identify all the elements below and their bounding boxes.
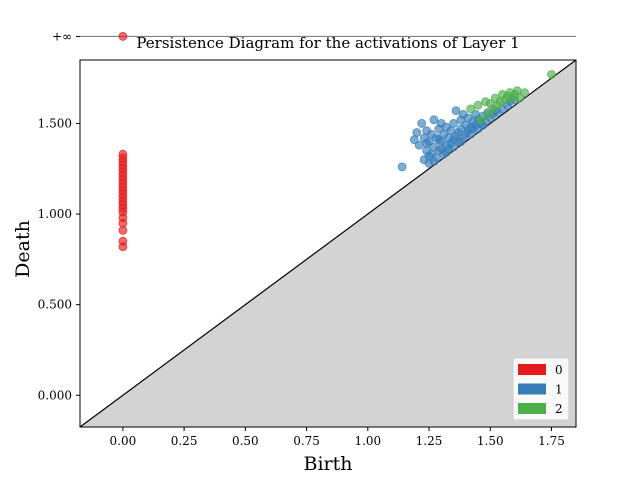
x-tick-label: 1.00 <box>354 434 381 448</box>
x-tick-label: 1.25 <box>416 434 443 448</box>
data-point <box>424 151 434 161</box>
data-point <box>512 86 522 96</box>
data-point <box>397 162 407 172</box>
data-point <box>118 242 128 252</box>
x-tick-label: 1.50 <box>477 434 504 448</box>
x-tick-label: 0.75 <box>293 434 320 448</box>
y-axis: 0.000 0.500 1.000 1.500 +∞ <box>38 29 80 402</box>
x-axis-title: Birth <box>304 453 353 475</box>
x-tick-label: 0.25 <box>171 434 198 448</box>
x-tick-label: 0.00 <box>110 434 137 448</box>
legend-label-0: 0 <box>555 363 563 377</box>
data-point <box>449 119 458 128</box>
data-point <box>473 100 483 110</box>
data-point <box>422 138 432 148</box>
x-tick-label: 1.75 <box>538 434 565 448</box>
data-point <box>429 157 439 166</box>
data-point <box>456 137 466 147</box>
data-point <box>466 104 476 114</box>
data-point <box>434 135 444 145</box>
legend-swatch-0 <box>518 364 546 375</box>
data-point <box>118 225 128 235</box>
legend: 0 1 2 <box>512 357 570 421</box>
data-point <box>414 140 424 150</box>
data-point <box>429 115 439 125</box>
data-point <box>520 88 529 97</box>
data-point <box>476 115 485 125</box>
series-0 <box>118 32 128 252</box>
legend-label-2: 2 <box>555 402 563 416</box>
data-point <box>412 128 422 137</box>
legend-label-1: 1 <box>555 383 563 397</box>
series-2 <box>466 70 556 125</box>
y-tick-label: 0.000 <box>38 388 72 402</box>
plot-area <box>79 32 577 428</box>
y-axis-title: Death <box>12 220 34 278</box>
x-tick-label: 0.50 <box>232 434 259 448</box>
data-point <box>547 70 556 79</box>
legend-swatch-2 <box>518 403 546 414</box>
data-point <box>118 218 128 228</box>
y-tick-label: 1.500 <box>38 116 72 130</box>
data-point <box>515 93 525 103</box>
data-point <box>118 32 128 41</box>
chart-title: Persistence Diagram for the activations … <box>136 34 519 52</box>
y-tick-infinity-label: +∞ <box>52 29 72 43</box>
data-point <box>449 142 458 152</box>
data-point <box>441 147 451 157</box>
legend-swatch-1 <box>518 383 546 395</box>
x-axis: 0.00 0.25 0.50 0.75 1.00 1.25 1.50 1.75 <box>110 427 565 448</box>
data-point <box>483 110 493 119</box>
plot-frame <box>79 59 577 428</box>
data-point <box>417 119 427 128</box>
data-point <box>451 106 461 116</box>
y-tick-label: 1.000 <box>38 207 72 221</box>
y-tick-label: 0.500 <box>38 298 72 312</box>
